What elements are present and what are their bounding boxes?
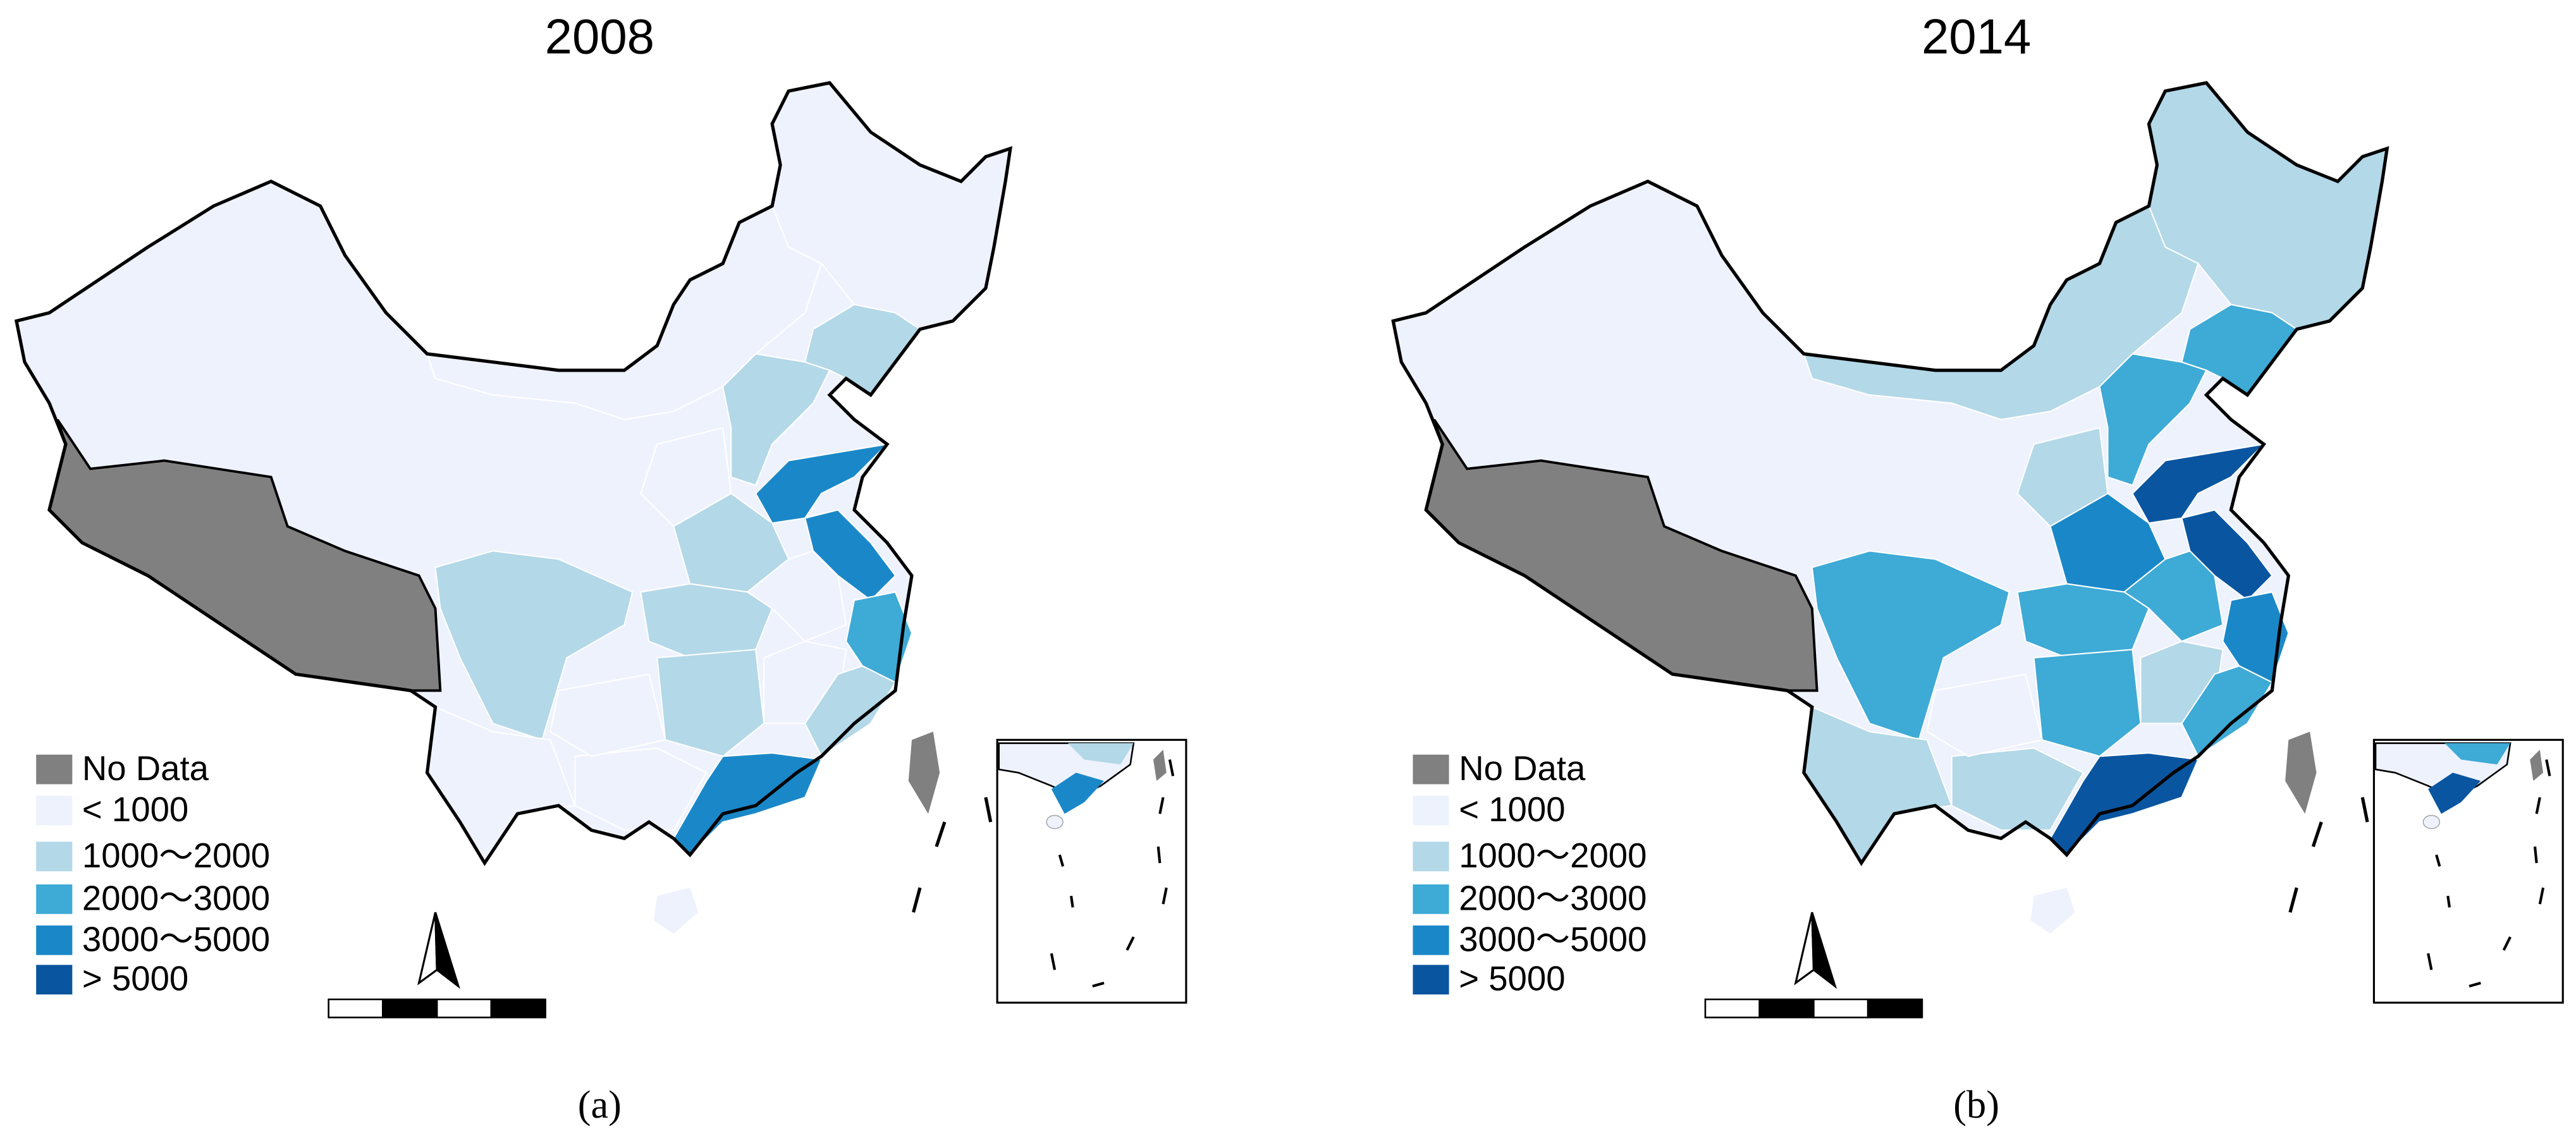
taiwan — [908, 731, 940, 814]
north-arrow-right — [434, 912, 460, 989]
scale-bar-segment — [490, 998, 546, 1018]
legend-label: < 1000 — [1459, 790, 1565, 829]
province — [1926, 673, 2043, 757]
map-panel: 2008 No Data< 1000 1000～2000 2000～30003000～… — [14, 8, 1187, 1127]
inset-taiwan — [1153, 749, 1167, 781]
inset-dash — [2535, 797, 2541, 814]
map-panel: 2014 No Data< 1000 1000～2000 2000～30003000～… — [1391, 8, 2564, 1127]
inset-dash — [2545, 759, 2551, 776]
legend-label: 2000～3000 — [1459, 879, 1647, 917]
legend-swatch — [1413, 965, 1449, 995]
legend-label: < 1000 — [82, 790, 188, 829]
province — [2016, 583, 2150, 659]
scale-bar-segment — [1867, 998, 1923, 1018]
inset-dash — [1125, 936, 1135, 951]
legend-label: > 5000 — [82, 960, 188, 998]
panel-title: 2008 — [545, 8, 654, 64]
inset-dash — [1162, 887, 1168, 905]
province — [434, 550, 634, 741]
province — [2131, 443, 2266, 524]
province — [1811, 550, 2010, 741]
legend-swatch — [36, 925, 73, 955]
legend-swatch — [1413, 841, 1449, 872]
inset-dash — [2538, 887, 2545, 905]
province — [2099, 353, 2207, 486]
legend-label: No Data — [1459, 749, 1586, 788]
legend-swatch — [36, 795, 73, 826]
legend-swatch — [36, 841, 73, 872]
sea-boundary — [912, 887, 922, 913]
north-arrow-left — [417, 912, 438, 986]
legend-label: > 5000 — [1459, 960, 1565, 998]
legend-label: No Data — [82, 749, 209, 788]
panel-caption: (b) — [1953, 1083, 1999, 1127]
province — [2181, 665, 2273, 757]
inset-dash — [1158, 797, 1165, 814]
legend-swatch — [36, 884, 73, 914]
country-outline — [14, 81, 1013, 867]
sea-boundary — [935, 821, 947, 848]
legend-swatch — [1413, 754, 1449, 785]
hainan — [654, 888, 699, 934]
inset-dash — [1092, 981, 1105, 988]
province — [804, 665, 897, 757]
inset-province — [2444, 743, 2511, 765]
inset-taiwan — [2530, 749, 2544, 781]
scale-bar-segment — [436, 998, 493, 1018]
inset-hainan — [1046, 815, 1064, 829]
inset-dash — [2502, 936, 2512, 951]
province — [2033, 649, 2142, 757]
inset-dash — [2446, 895, 2451, 908]
scale-bar-segment — [328, 998, 384, 1018]
sea-boundary — [984, 797, 993, 822]
hainan — [2030, 888, 2075, 934]
inset-province — [1067, 743, 1134, 765]
province — [549, 673, 666, 757]
panel-title: 2014 — [1922, 8, 2031, 64]
inset-dash — [1168, 759, 1175, 776]
inset-dash — [2427, 953, 2433, 970]
north-arrow-right — [1811, 912, 1837, 989]
inset-dash — [1050, 953, 1057, 970]
country-outline — [1391, 81, 2389, 867]
sea-boundary — [2360, 797, 2369, 822]
inset-province — [2428, 773, 2481, 814]
legend-label: 2000～3000 — [82, 879, 270, 917]
inset-dash — [1069, 895, 1074, 908]
legend-swatch — [36, 754, 73, 785]
north-arrow-left — [1794, 912, 1815, 986]
sea-boundary — [2311, 821, 2323, 848]
scale-bar-segment — [1813, 998, 1869, 1018]
legend-swatch — [1413, 795, 1449, 826]
inset-dash — [1156, 846, 1162, 864]
inset-dash — [2533, 846, 2538, 864]
scale-bar-segment — [1758, 998, 1815, 1018]
scale-bar-segment — [382, 998, 438, 1018]
province — [722, 353, 831, 486]
legend-label: 3000～5000 — [82, 920, 270, 958]
inset-dash — [1058, 854, 1065, 867]
legend-swatch — [1413, 884, 1449, 914]
province — [640, 583, 773, 659]
inset-hainan — [2422, 815, 2440, 829]
legend-swatch — [1413, 925, 1449, 955]
legend-label: 3000～5000 — [1459, 920, 1647, 958]
legend-label: 1000～2000 — [1459, 836, 1647, 875]
inset-dash — [2469, 981, 2481, 988]
sea-boundary — [2288, 887, 2298, 913]
taiwan — [2285, 731, 2317, 814]
inset-dash — [2435, 854, 2441, 867]
scale-bar-segment — [1704, 998, 1760, 1018]
panel-caption: (a) — [578, 1083, 622, 1127]
legend-swatch — [36, 965, 73, 995]
legend-label: 1000～2000 — [82, 836, 270, 875]
province — [754, 443, 890, 524]
province — [656, 649, 765, 757]
inset-province — [1051, 773, 1104, 814]
